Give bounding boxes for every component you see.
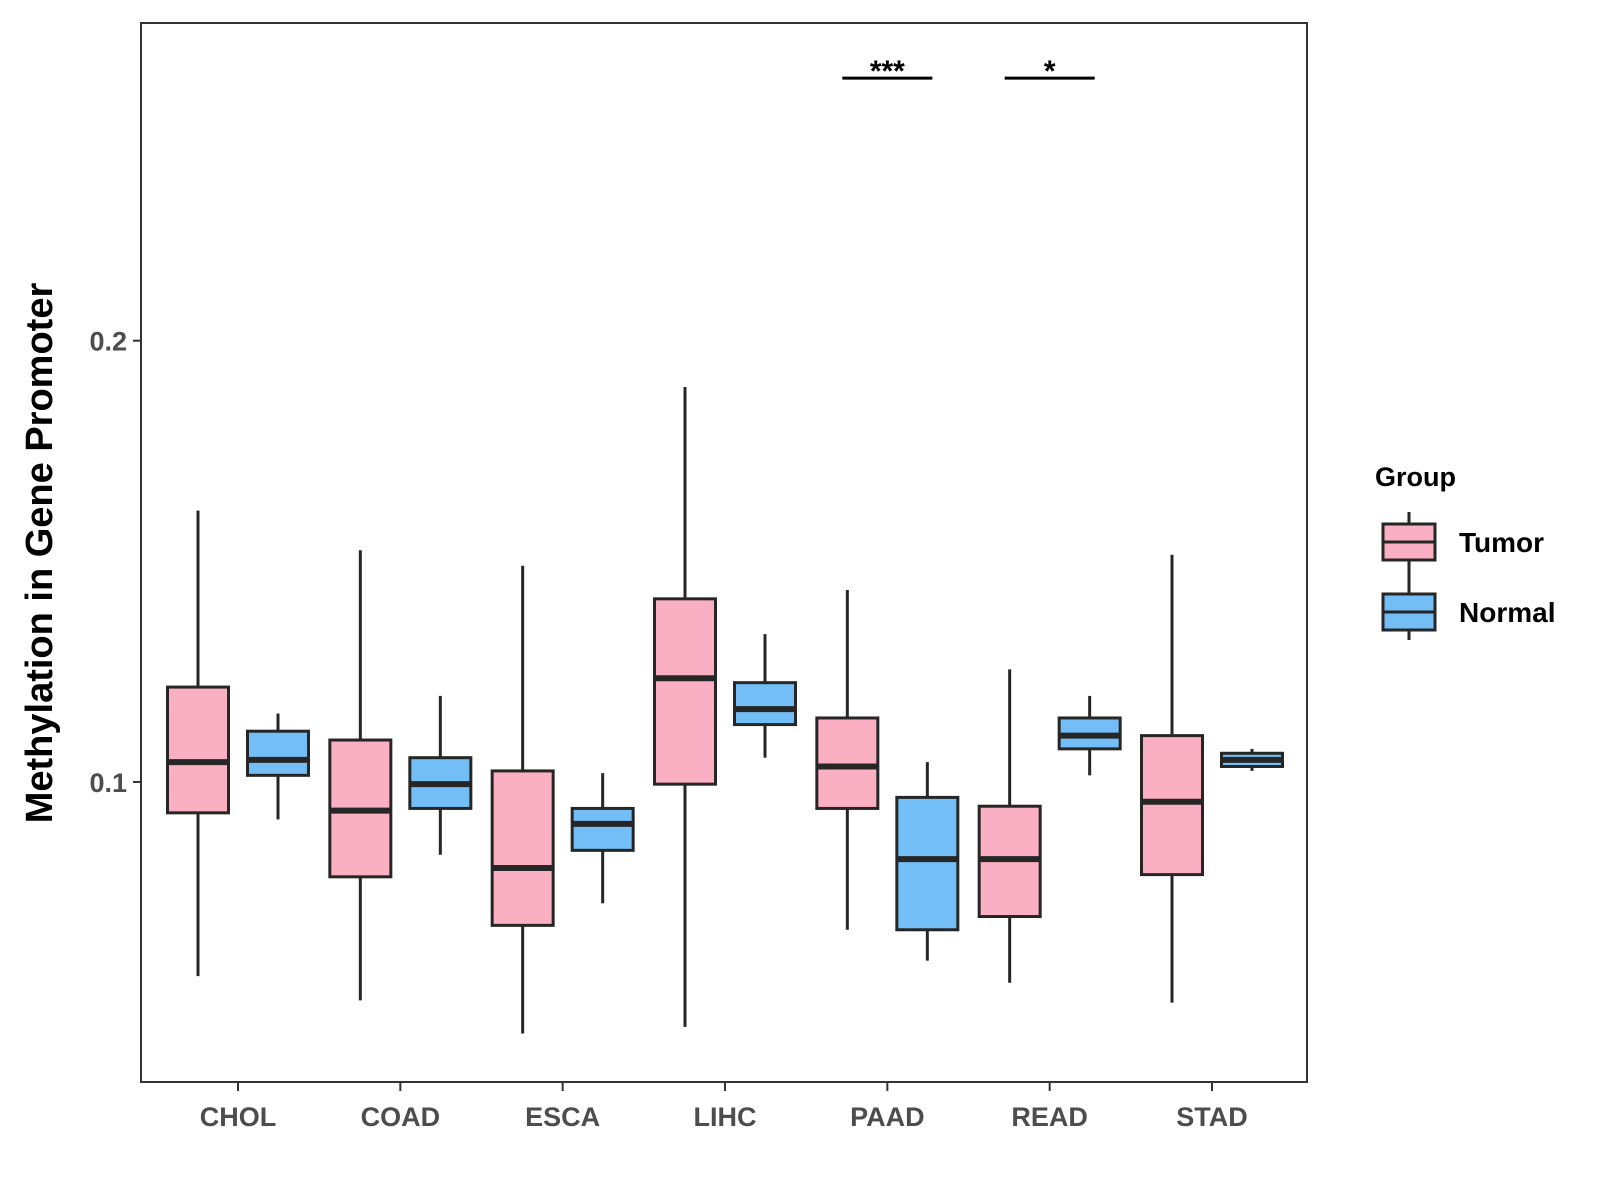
x-tick-label-read: READ: [1011, 1102, 1088, 1132]
box-body-normal-paad: [895, 795, 960, 932]
box-tumor-chol: [166, 510, 230, 977]
box-normal-lihc: [733, 634, 797, 758]
sig-label-paad: ***: [870, 55, 905, 88]
y-axis: 0.1 0.2: [89, 327, 141, 798]
box-tumor-stad: [1140, 554, 1204, 1003]
box-normal-stad: [1220, 748, 1284, 771]
box-tumor-read: [977, 669, 1042, 983]
x-tick-label-esca: ESCA: [525, 1102, 600, 1132]
x-tick-label-chol: CHOL: [200, 1102, 277, 1132]
x-tick-label-lihc: LIHC: [694, 1102, 757, 1132]
box-tumor-paad: [815, 590, 880, 930]
box-body-tumor-paad: [815, 716, 880, 810]
legend-label-tumor: Tumor: [1459, 527, 1544, 558]
box-normal-read: [1057, 695, 1122, 776]
y-tick-label-0.1: 0.1: [89, 768, 127, 798]
legend-key-tumor: [1381, 512, 1437, 590]
box-body-normal-chol: [246, 729, 310, 777]
box-tumor-lihc: [653, 387, 717, 1027]
box-body-normal-lihc: [733, 681, 797, 727]
box-series: [166, 387, 1284, 1034]
x-tick-label-stad: STAD: [1176, 1102, 1248, 1132]
box-tumor-coad: [328, 550, 393, 1001]
legend: Group Tumor Normal: [1375, 462, 1555, 640]
box-normal-paad: [895, 762, 960, 961]
box-normal-chol: [246, 713, 310, 820]
legend-title: Group: [1375, 462, 1456, 492]
significance-annotations: *** *: [842, 55, 1095, 88]
x-axis: CHOL COAD ESCA LIHC PAAD READ STAD: [200, 1082, 1248, 1132]
plot-panel: [140, 22, 1308, 1083]
box-normal-esca: [570, 773, 635, 904]
x-tick-label-paad: PAAD: [850, 1102, 925, 1132]
box-normal-coad: [408, 695, 473, 855]
box-body-tumor-esca: [490, 769, 555, 927]
y-axis-title: Methylation in Gene Promoter: [19, 283, 61, 824]
box-tumor-esca: [490, 565, 555, 1034]
sig-label-read: *: [1044, 55, 1056, 88]
legend-key-normal: [1381, 582, 1437, 640]
box-body-tumor-stad: [1140, 734, 1204, 877]
box-body-normal-esca: [570, 806, 635, 852]
y-tick-label-0.2: 0.2: [89, 327, 127, 357]
x-tick-label-coad: COAD: [361, 1102, 441, 1132]
legend-label-normal: Normal: [1459, 597, 1555, 628]
box-body-tumor-lihc: [653, 597, 717, 786]
box-body-tumor-chol: [166, 685, 230, 815]
